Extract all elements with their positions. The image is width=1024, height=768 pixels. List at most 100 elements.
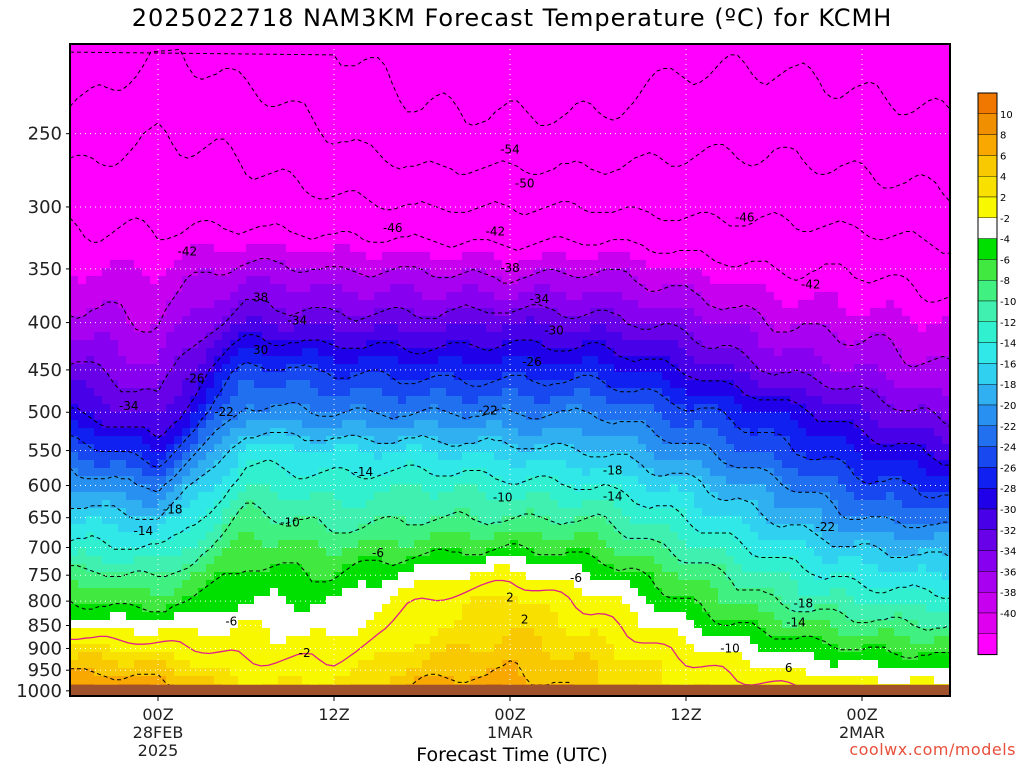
temperature-cell [94,660,103,669]
temperature-cell [70,140,79,149]
temperature-cell [494,268,503,277]
temperature-cell [494,316,503,325]
temperature-cell [406,68,415,77]
temperature-cell [382,124,391,133]
temperature-cell [462,68,471,77]
temperature-cell [294,204,303,213]
temperature-cell [358,436,367,445]
temperature-cell [94,220,103,229]
temperature-cell [198,156,207,165]
temperature-cell [102,540,111,549]
temperature-cell [342,284,351,293]
temperature-cell [414,204,423,213]
temperature-cell [406,76,415,85]
temperature-cell [334,220,343,229]
temperature-cell [214,332,223,341]
temperature-cell [110,276,119,285]
temperature-cell [246,236,255,245]
temperature-cell [486,444,495,453]
temperature-cell [318,516,327,525]
temperature-cell [454,572,463,581]
temperature-cell [190,612,199,621]
temperature-cell [358,460,367,469]
temperature-cell [206,212,215,221]
temperature-cell [198,140,207,149]
temperature-cell [206,228,215,237]
temperature-cell [110,68,119,77]
temperature-cell [446,668,455,677]
temperature-cell [134,116,143,125]
temperature-cell [382,652,391,661]
temperature-cell [150,516,159,525]
temperature-cell [414,164,423,173]
temperature-cell [158,588,167,597]
temperature-cell [110,516,119,525]
temperature-cell [214,612,223,621]
temperature-cell [278,580,287,589]
temperature-cell [118,396,127,405]
temperature-cell [198,676,207,685]
temperature-cell [230,140,239,149]
temperature-cell [318,116,327,125]
temperature-cell [262,620,271,629]
temperature-cell [278,412,287,421]
temperature-cell [166,276,175,285]
temperature-cell [166,228,175,237]
temperature-cell [470,460,479,469]
temperature-cell [542,380,551,389]
temperature-cell [230,100,239,109]
temperature-cell [134,156,143,165]
temperature-cell [70,396,79,405]
temperature-cell [398,372,407,381]
temperature-cell [158,612,167,621]
temperature-cell [86,340,95,349]
temperature-cell [454,676,463,685]
temperature-cell [358,356,367,365]
temperature-cell [326,76,335,85]
temperature-cell [166,516,175,525]
temperature-cell [182,204,191,213]
temperature-cell [422,300,431,309]
temperature-cell [374,284,383,293]
temperature-cell [318,348,327,357]
temperature-cell [302,324,311,333]
temperature-cell [278,564,287,573]
temperature-cell [174,52,183,61]
temperature-cell [326,404,335,413]
temperature-cell [342,660,351,669]
temperature-cell [142,76,151,85]
temperature-cell [374,316,383,325]
temperature-cell [294,284,303,293]
temperature-cell [302,180,311,189]
temperature-cell [166,572,175,581]
temperature-cell [70,92,79,101]
temperature-cell [358,428,367,437]
temperature-cell [254,188,263,197]
temperature-cell [478,484,487,493]
temperature-cell [134,252,143,261]
temperature-cell [254,60,263,69]
temperature-cell [222,300,231,309]
temperature-cell [358,516,367,525]
temperature-cell [166,68,175,77]
temperature-cell [94,276,103,285]
temperature-cell [366,276,375,285]
temperature-cell [358,188,367,197]
temperature-cell [102,596,111,605]
temperature-cell [142,636,151,645]
temperature-cell [358,308,367,317]
temperature-cell [494,660,503,669]
temperature-cell [526,140,535,149]
temperature-cell [422,468,431,477]
temperature-cell [446,44,455,53]
temperature-cell [526,404,535,413]
temperature-cell [190,308,199,317]
temperature-cell [174,60,183,69]
temperature-cell [350,236,359,245]
temperature-cell [534,468,543,477]
temperature-cell [422,68,431,77]
temperature-cell [254,500,263,509]
temperature-cell [206,84,215,93]
temperature-cell [254,348,263,357]
temperature-cell [326,564,335,573]
